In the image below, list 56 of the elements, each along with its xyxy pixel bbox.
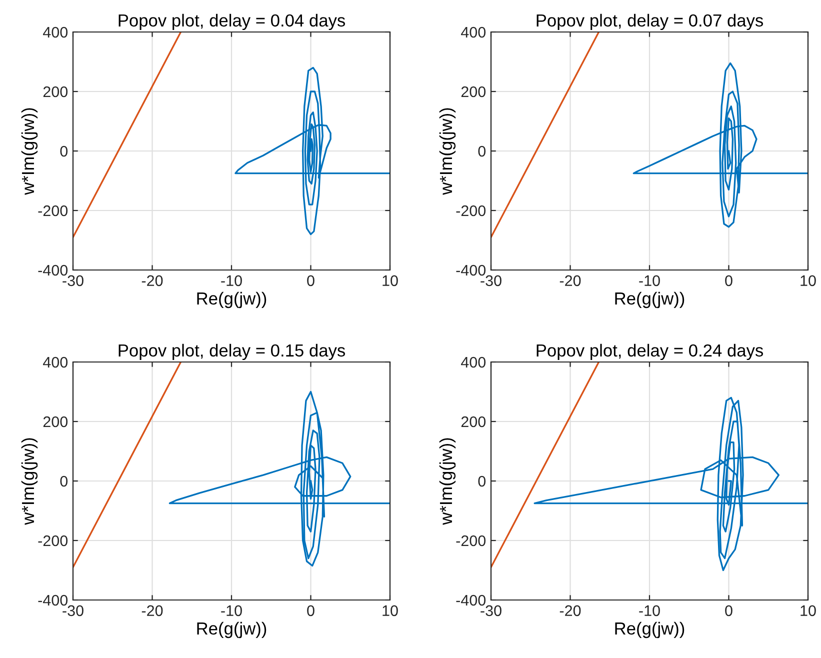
chart-title: Popov plot, delay = 0.07 days bbox=[536, 14, 764, 30]
y-tick-label: -200 bbox=[38, 535, 68, 546]
y-axis-title: w*Im(g(jw)) bbox=[21, 108, 38, 195]
y-tick-label: 0 bbox=[60, 476, 68, 487]
chart-title: Popov plot, delay = 0.24 days bbox=[536, 344, 764, 360]
y-tick-label: 400 bbox=[461, 26, 486, 38]
y-tick-label: 400 bbox=[43, 356, 68, 368]
line-series bbox=[534, 396, 808, 572]
y-tick-label: -200 bbox=[456, 535, 486, 546]
y-tick-label: -200 bbox=[456, 205, 486, 216]
x-axis-title: Re(g(jw)) bbox=[615, 292, 684, 308]
y-tick-label: 200 bbox=[43, 86, 68, 98]
y-tick-label: 0 bbox=[60, 146, 68, 157]
line-series bbox=[632, 62, 808, 228]
y-axis-title: w*Im(g(jw)) bbox=[21, 438, 38, 525]
x-axis-title: Re(g(jw)) bbox=[197, 622, 266, 638]
x-tick-label: 0 bbox=[725, 605, 732, 616]
y-tick-label: -400 bbox=[456, 264, 486, 276]
y-tick-label: 200 bbox=[461, 416, 486, 428]
y-tick-label: -200 bbox=[38, 205, 68, 216]
x-tick-label: 10 bbox=[800, 605, 816, 616]
y-tick-label: 400 bbox=[43, 26, 68, 38]
y-tick-label: -400 bbox=[38, 264, 68, 276]
y-tick-label: -400 bbox=[456, 594, 486, 606]
x-tick-label: -20 bbox=[560, 275, 581, 286]
x-tick-label: -30 bbox=[480, 605, 502, 616]
line-series bbox=[168, 390, 390, 567]
x-tick-label: 0 bbox=[307, 605, 314, 616]
y-tick-label: 400 bbox=[461, 356, 486, 368]
x-tick-label: -30 bbox=[62, 605, 84, 616]
x-axis-title: Re(g(jw)) bbox=[615, 622, 684, 638]
x-tick-label: 0 bbox=[725, 275, 732, 286]
y-tick-label: 200 bbox=[43, 416, 68, 428]
y-tick-label: 0 bbox=[478, 146, 486, 157]
y-tick-label: -400 bbox=[38, 594, 68, 606]
x-tick-label: -20 bbox=[560, 605, 581, 616]
y-axis-title: w*Im(g(jw)) bbox=[439, 438, 456, 525]
x-tick-label: -20 bbox=[142, 275, 163, 286]
x-tick-label: 0 bbox=[307, 275, 314, 286]
x-tick-label: 10 bbox=[382, 605, 398, 616]
x-tick-label: -30 bbox=[480, 275, 502, 286]
x-tick-label: -10 bbox=[221, 605, 242, 616]
x-tick-label: -10 bbox=[639, 605, 660, 616]
x-tick-label: 10 bbox=[800, 275, 816, 286]
y-tick-label: 200 bbox=[461, 86, 486, 98]
x-tick-label: -10 bbox=[639, 275, 660, 286]
x-axis-title: Re(g(jw)) bbox=[197, 292, 266, 308]
x-tick-label: -10 bbox=[221, 275, 242, 286]
chart-title: Popov plot, delay = 0.15 days bbox=[118, 344, 346, 360]
y-tick-label: 0 bbox=[478, 476, 486, 487]
y-axis-title: w*Im(g(jw)) bbox=[439, 108, 456, 195]
line-series bbox=[234, 66, 390, 236]
x-tick-label: -30 bbox=[62, 275, 84, 286]
x-tick-label: -20 bbox=[142, 605, 163, 616]
x-tick-label: 10 bbox=[382, 275, 398, 286]
chart-title: Popov plot, delay = 0.04 days bbox=[118, 14, 346, 30]
